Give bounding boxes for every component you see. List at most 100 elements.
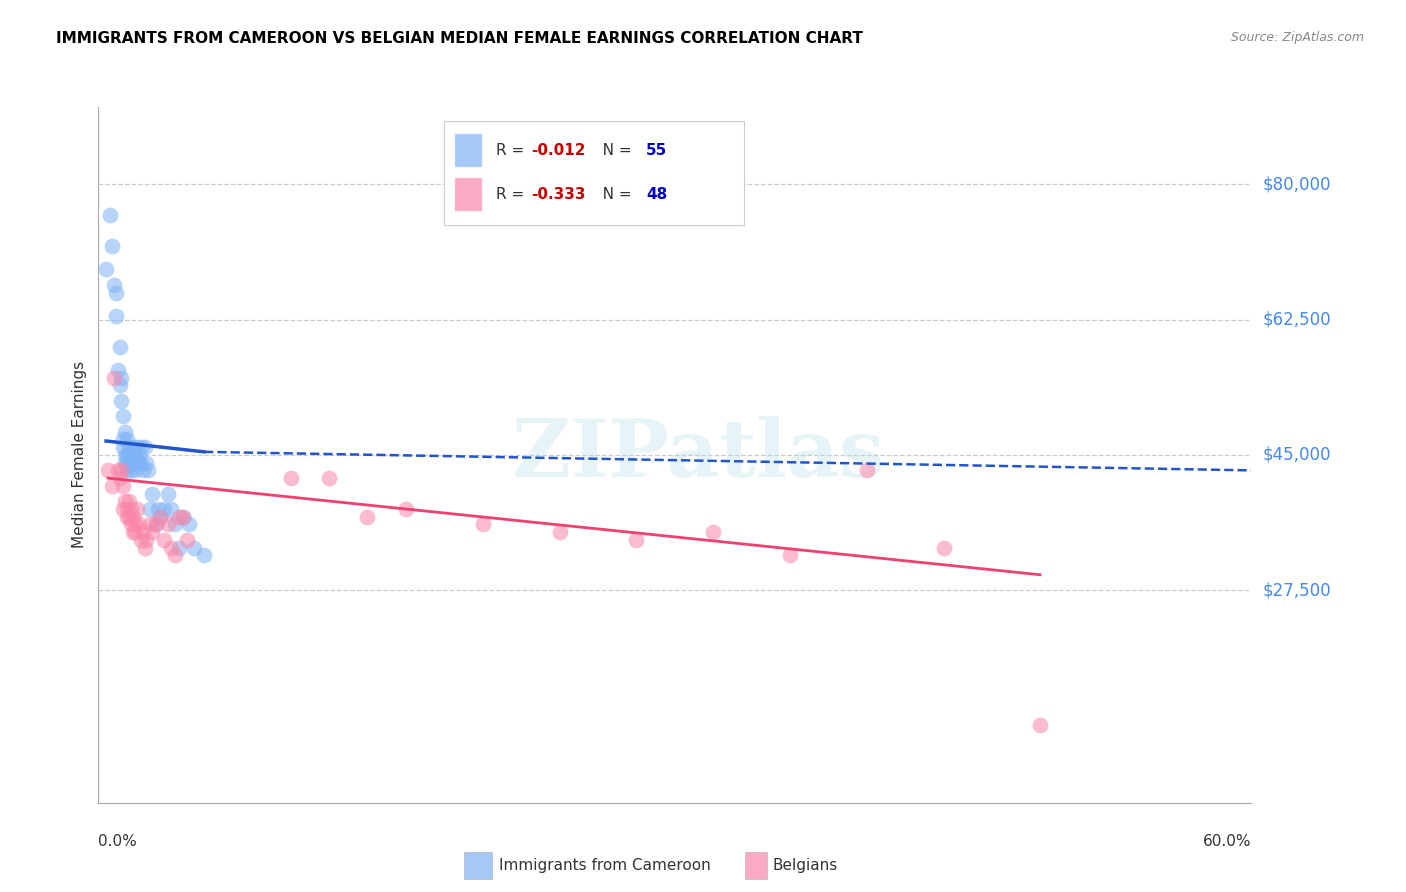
Point xyxy=(107,463,129,477)
Text: ZIPatlas: ZIPatlas xyxy=(512,416,884,494)
Point xyxy=(856,463,879,477)
Point xyxy=(149,509,172,524)
Point xyxy=(146,502,169,516)
Point xyxy=(129,533,152,547)
Point xyxy=(779,549,801,563)
Point xyxy=(98,208,121,222)
Point xyxy=(125,456,148,470)
Point xyxy=(129,456,152,470)
Point xyxy=(128,517,150,532)
Text: Source: ZipAtlas.com: Source: ZipAtlas.com xyxy=(1230,31,1364,45)
Point xyxy=(112,479,135,493)
Point xyxy=(120,456,142,470)
Point xyxy=(117,456,138,470)
Point xyxy=(167,509,190,524)
Point xyxy=(129,440,152,454)
Point xyxy=(145,517,167,532)
Point xyxy=(318,471,340,485)
Bar xyxy=(745,852,766,879)
Point xyxy=(104,309,127,323)
Point xyxy=(112,433,135,447)
Point xyxy=(94,262,117,277)
Point xyxy=(118,456,141,470)
Point xyxy=(110,463,132,477)
Point xyxy=(122,525,145,540)
Point xyxy=(183,541,205,555)
Point xyxy=(117,448,138,462)
Text: 60.0%: 60.0% xyxy=(1204,834,1251,849)
Point xyxy=(125,502,148,516)
Point xyxy=(101,479,124,493)
Text: R =: R = xyxy=(496,186,529,202)
Point xyxy=(114,494,136,508)
Point xyxy=(280,471,302,485)
Point xyxy=(1029,718,1052,732)
Point xyxy=(134,440,156,454)
Point xyxy=(626,533,648,547)
Point xyxy=(177,517,200,532)
Text: R =: R = xyxy=(496,143,529,158)
Point xyxy=(124,525,146,540)
Point xyxy=(548,525,571,540)
Point xyxy=(112,440,135,454)
Text: -0.012: -0.012 xyxy=(530,143,585,158)
Point xyxy=(138,463,160,477)
Point xyxy=(114,425,136,439)
Point xyxy=(145,517,167,532)
Point xyxy=(104,285,127,300)
Point xyxy=(120,517,142,532)
Point xyxy=(114,456,136,470)
Point xyxy=(128,448,150,462)
Text: $27,500: $27,500 xyxy=(1263,582,1331,599)
Point xyxy=(117,463,138,477)
Point xyxy=(135,456,157,470)
Point xyxy=(120,448,142,462)
Point xyxy=(97,463,120,477)
Text: 55: 55 xyxy=(647,143,668,158)
Point xyxy=(118,509,141,524)
Text: N =: N = xyxy=(589,186,637,202)
Point xyxy=(165,549,187,563)
Point xyxy=(110,393,132,408)
Point xyxy=(141,486,163,500)
Point xyxy=(108,378,131,392)
Point xyxy=(117,433,138,447)
Point xyxy=(118,440,141,454)
Point xyxy=(118,448,141,462)
Point xyxy=(125,440,148,454)
Point xyxy=(702,525,724,540)
Point xyxy=(124,448,146,462)
Point xyxy=(160,541,183,555)
Point xyxy=(117,509,138,524)
Point xyxy=(139,517,162,532)
Bar xyxy=(464,852,492,879)
Point xyxy=(124,517,146,532)
Point xyxy=(101,239,124,253)
Point xyxy=(103,277,125,292)
Point xyxy=(120,502,142,516)
Text: $45,000: $45,000 xyxy=(1263,446,1331,464)
Point xyxy=(172,509,194,524)
Point xyxy=(131,525,153,540)
Point xyxy=(156,486,179,500)
Point xyxy=(122,456,145,470)
Point xyxy=(120,463,142,477)
FancyBboxPatch shape xyxy=(444,121,744,226)
Point xyxy=(152,502,174,516)
Point xyxy=(149,509,172,524)
Point xyxy=(122,440,145,454)
Point xyxy=(114,448,136,462)
Point xyxy=(131,463,153,477)
Point xyxy=(108,471,131,485)
Point xyxy=(139,502,162,516)
Point xyxy=(110,370,132,384)
Point xyxy=(135,533,157,547)
Point xyxy=(167,541,190,555)
Text: $80,000: $80,000 xyxy=(1263,176,1331,194)
Point xyxy=(176,533,198,547)
Bar xyxy=(454,134,482,167)
Text: 0.0%: 0.0% xyxy=(98,834,138,849)
Point xyxy=(124,463,146,477)
Text: 48: 48 xyxy=(647,186,668,202)
Point xyxy=(108,340,131,354)
